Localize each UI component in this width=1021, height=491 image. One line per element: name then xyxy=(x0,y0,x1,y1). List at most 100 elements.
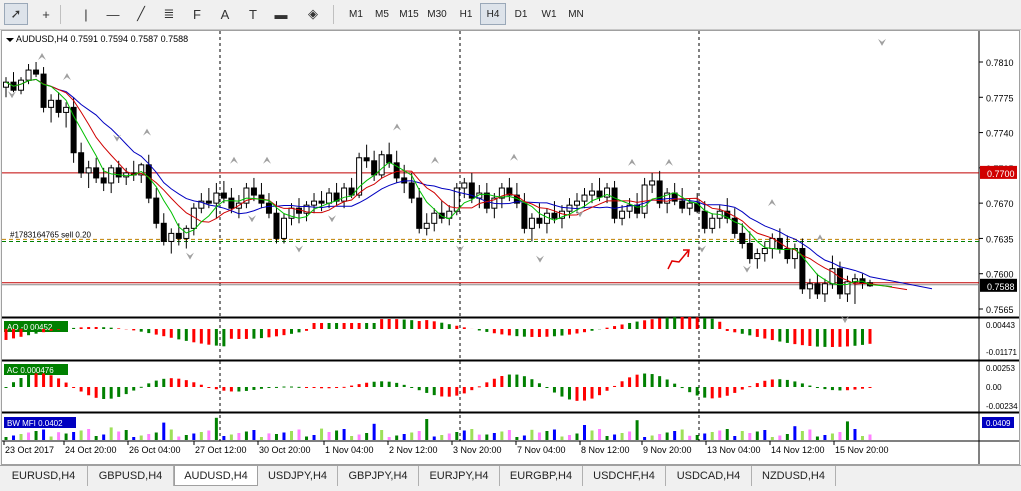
tab-eurgbp[interactable]: EURGBP,H4 xyxy=(500,466,583,486)
tab-usdcad[interactable]: USDCAD,H4 xyxy=(666,466,752,486)
bear-candle xyxy=(537,218,542,223)
ao-bar xyxy=(523,329,526,337)
mfi-bar xyxy=(328,432,331,440)
timeframe-m15[interactable]: M15 xyxy=(396,3,422,25)
bear-candle xyxy=(41,74,46,107)
ac-bar xyxy=(200,385,203,387)
mfi-scale: 0.0409 xyxy=(986,419,1011,428)
tab-gbpusd[interactable]: GBPUSD,H4 xyxy=(88,466,174,486)
time-tick-label: 1 Nov 04:00 xyxy=(325,445,374,455)
ac-bar xyxy=(102,387,105,399)
bear-candle xyxy=(161,223,166,241)
mfi-bar xyxy=(72,432,75,440)
bull-candle xyxy=(529,218,534,228)
rectangle-tool[interactable]: ▬ xyxy=(269,3,293,25)
ao-bar xyxy=(553,329,556,336)
ac-bar xyxy=(5,387,8,388)
mfi-bar xyxy=(583,425,586,440)
time-tick-label: 7 Nov 04:00 xyxy=(517,445,566,455)
bear-candle xyxy=(176,233,181,238)
tab-audusd[interactable]: AUDUSD,H4 xyxy=(174,466,258,486)
mfi-bar xyxy=(470,429,473,440)
arrows-icon: ◈ xyxy=(308,6,318,22)
ac-bar xyxy=(598,387,601,395)
bear-candle xyxy=(274,213,279,238)
mfi-bar xyxy=(748,433,751,440)
ao-bar xyxy=(575,329,578,333)
ac-bar xyxy=(613,386,616,387)
time-tick-label: 30 Oct 20:00 xyxy=(259,445,311,455)
equidistant-channel-tool[interactable]: ≣ xyxy=(157,3,181,25)
timeframe-m5[interactable]: M5 xyxy=(369,3,395,25)
text-label-tool[interactable]: T xyxy=(241,3,265,25)
vertical-line-tool[interactable]: | xyxy=(74,3,98,25)
ac-bar xyxy=(763,381,766,387)
fractal-up-arrow xyxy=(393,124,401,131)
mfi-label: BW MFI 0.0402 xyxy=(7,419,63,428)
ac-label: AC 0.000476 xyxy=(7,366,54,375)
text-tool[interactable]: A xyxy=(213,3,237,25)
cursor-tool[interactable]: ➚ xyxy=(4,3,28,25)
mfi-bar xyxy=(252,430,255,440)
horizontal-line-tool[interactable]: — xyxy=(101,3,125,25)
bull-candle xyxy=(64,107,69,112)
bull-candle xyxy=(109,168,114,183)
timeframe-h1[interactable]: H1 xyxy=(453,3,479,25)
mfi-bar xyxy=(816,437,819,441)
fibonacci-tool[interactable]: F xyxy=(185,3,209,25)
trendline-tool[interactable]: ╱ xyxy=(129,3,153,25)
mfi-bar xyxy=(275,434,278,440)
time-tick-label: 27 Oct 12:00 xyxy=(195,445,247,455)
timeframe-mn[interactable]: MN xyxy=(563,3,589,25)
mfi-bar xyxy=(838,432,841,440)
tab-usdchf[interactable]: USDCHF,H4 xyxy=(583,466,666,486)
mfi-bar xyxy=(50,437,53,441)
timeframe-h4[interactable]: H4 xyxy=(480,3,506,25)
timeframe-d1[interactable]: D1 xyxy=(508,3,534,25)
bull-candle xyxy=(124,173,129,177)
ac-scale-mid: 0.00 xyxy=(986,383,1002,392)
timeframe-w1[interactable]: W1 xyxy=(536,3,562,25)
fractal-up-arrow xyxy=(628,159,636,166)
tab-nzdusd[interactable]: NZDUSD,H4 xyxy=(752,466,836,486)
ac-bar xyxy=(42,373,45,387)
tab-eurjpy[interactable]: EURJPY,H4 xyxy=(419,466,500,486)
ao-bar xyxy=(395,319,398,329)
ao-bar xyxy=(418,321,421,329)
ac-bar xyxy=(343,387,346,388)
ao-bar xyxy=(267,329,270,337)
ac-bar xyxy=(673,384,676,387)
mfi-bar xyxy=(801,431,804,440)
tab-usdjpy[interactable]: USDJPY,H4 xyxy=(258,466,338,486)
mfi-bar xyxy=(147,434,150,440)
bear-candle xyxy=(597,191,602,197)
bear-candle xyxy=(251,188,256,195)
fractal-down-arrow xyxy=(186,253,194,260)
ac-bar xyxy=(681,387,684,388)
equidistant-channel-icon: ≣ xyxy=(164,6,175,22)
mfi-bar xyxy=(530,430,533,440)
order-label: #1783164765 sell 0.20 xyxy=(10,230,92,239)
bull-candle xyxy=(169,233,174,241)
timeframe-m1[interactable]: M1 xyxy=(343,3,369,25)
chart-canvas[interactable]: 0.78100.77750.77400.77050.76700.76350.76… xyxy=(2,31,1019,464)
ac-bar xyxy=(27,375,30,387)
arrows-tool[interactable]: ◈ xyxy=(298,3,328,25)
ao-bar xyxy=(72,328,75,329)
ao-bar xyxy=(373,323,376,329)
tab-gbpjpy[interactable]: GBPJPY,H4 xyxy=(338,466,419,486)
ac-bar xyxy=(395,383,398,387)
mfi-bar xyxy=(636,420,639,440)
ao-bar xyxy=(162,329,165,336)
chart-window[interactable]: 0.78100.77750.77400.77050.76700.76350.76… xyxy=(1,30,1020,465)
ac-bar xyxy=(35,373,38,387)
chart-collapse-icon[interactable] xyxy=(6,38,14,42)
ao-bar xyxy=(185,329,188,341)
tab-eurusd[interactable]: EURUSD,H4 xyxy=(0,466,88,486)
time-tick-label: 9 Nov 20:00 xyxy=(643,445,692,455)
ao-bar xyxy=(801,329,804,345)
ao-bar xyxy=(57,329,60,330)
crosshair-tool[interactable]: + xyxy=(34,3,58,25)
timeframe-m30[interactable]: M30 xyxy=(424,3,450,25)
ao-bar xyxy=(696,317,699,329)
